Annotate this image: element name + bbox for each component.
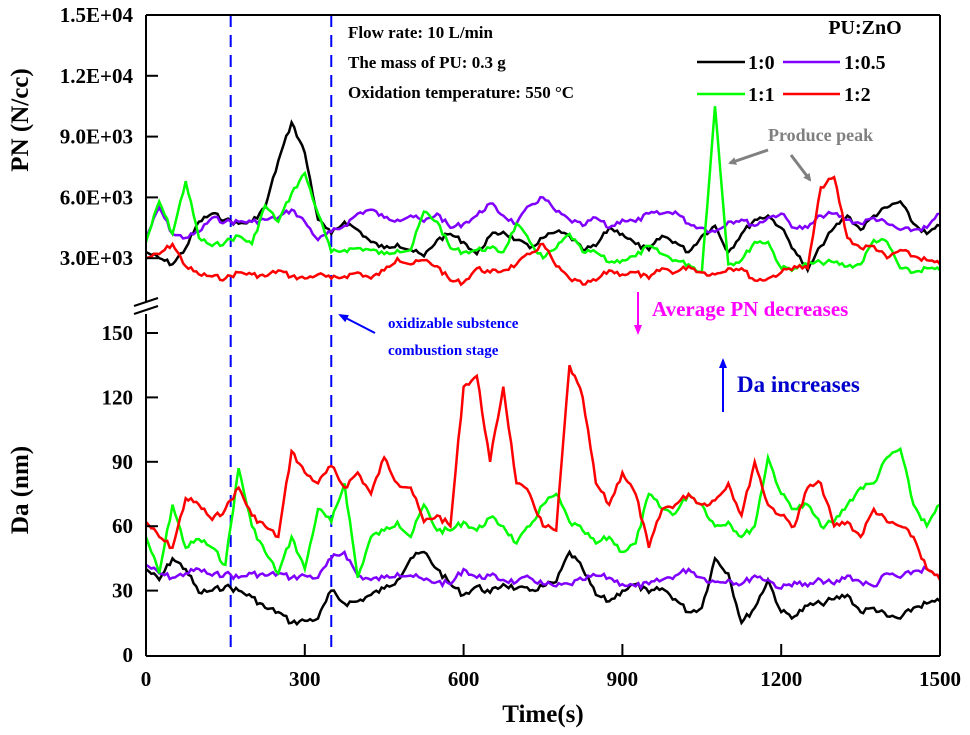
y-axis-label-pn: PN (N/cc) (7, 68, 34, 171)
stage-label-line1: oxidizable substence (388, 316, 519, 332)
y-tick-label-pn: 1.2E+04 (60, 64, 134, 88)
condition-oxidation-temp: Oxidation temperature: 550 °C (348, 83, 574, 102)
series-da-1-2 (146, 364, 940, 581)
stage-arrow (338, 314, 376, 334)
series-da-1-1 (146, 446, 940, 579)
x-tick-label: 1500 (919, 667, 961, 691)
produce-peak-arrow-left (728, 148, 769, 165)
y-tick-label-da: 60 (112, 514, 133, 538)
legend-label-1-1: 1:1 (748, 84, 775, 106)
produce-peak-label: Produce peak (768, 125, 873, 145)
series-pn-1-0 (146, 119, 940, 274)
y-tick-label-pn: 6.0E+03 (60, 185, 133, 209)
x-tick-label: 900 (607, 667, 639, 691)
condition-flow-rate: Flow rate: 10 L/min (348, 23, 493, 42)
legend-label-1-0: 1:0 (748, 52, 775, 74)
y-tick-label-da: 150 (102, 321, 134, 345)
axis-break-mark (133, 297, 159, 307)
axis-break-mark (133, 305, 159, 315)
y-axis-label-da: Da (nm) (7, 446, 34, 534)
x-tick-label: 0 (141, 667, 152, 691)
ticks-layer: 0 300 600 900 1200 15003.0E+036.0E+039.0E+031… (60, 3, 961, 691)
condition-pu-mass: The mass of PU: 0.3 g (348, 53, 506, 72)
y-tick-label-da: 120 (102, 385, 134, 409)
x-axis-label: Time(s) (502, 701, 583, 728)
y-tick-label-pn: 9.0E+03 (60, 125, 133, 149)
legend-title: PU:ZnO (828, 17, 901, 39)
produce-peak-arrow-right (789, 154, 812, 182)
stage-label-line2: combustion stage (388, 343, 499, 359)
series-pn-1-0-5 (146, 195, 940, 242)
series-layer (146, 15, 940, 656)
series-pn-1-2 (146, 175, 940, 287)
pn-decrease-label: Average PN decreases (652, 297, 848, 321)
series-da-1-0-5 (146, 549, 940, 591)
legend-label-1-2: 1:2 (844, 84, 871, 106)
x-tick-label: 600 (448, 667, 480, 691)
y-tick-label-da: 90 (112, 450, 133, 474)
y-tick-label-da: 0 (123, 643, 134, 667)
y-tick-label-pn: 1.5E+04 (60, 3, 134, 27)
y-tick-label-pn: 3.0E+03 (60, 246, 133, 270)
y-tick-label-da: 30 (112, 579, 133, 603)
legend-label-1-0-5: 1:0.5 (844, 52, 886, 74)
legend: PU:ZnO 1:0 1:0.5 1:1 1:2 (697, 17, 902, 106)
x-tick-label: 300 (289, 667, 321, 691)
da-increase-label: Da increases (737, 372, 860, 397)
x-tick-label: 1200 (760, 667, 802, 691)
series-da-1-0 (146, 549, 940, 627)
